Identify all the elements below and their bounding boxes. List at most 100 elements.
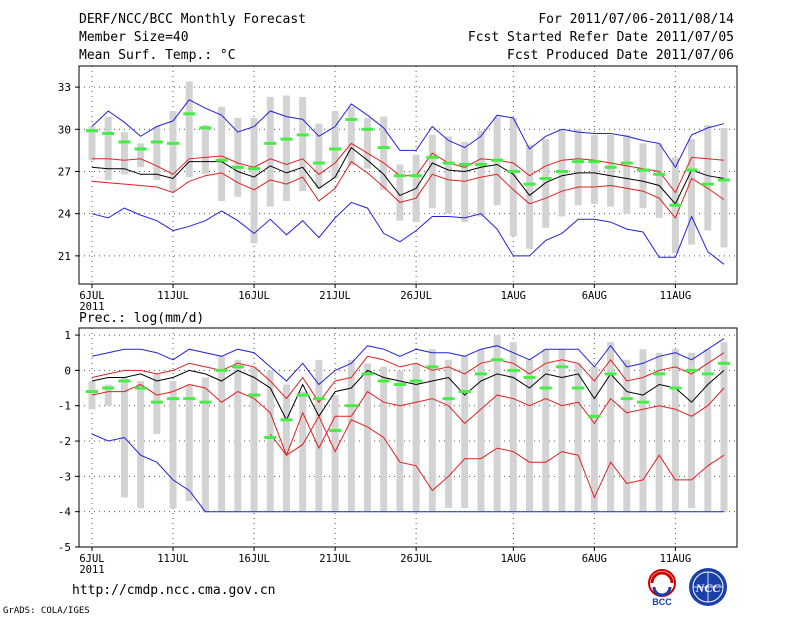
temp-median-mark [134,147,147,151]
temp-spread-bar [542,139,550,228]
prec-median-mark [264,436,277,439]
temp-median-mark [572,160,585,164]
prec-y-tick-label: -1 [58,400,71,413]
prec-median-mark [685,368,698,372]
temp-median-mark [377,146,390,150]
temp-median-mark [718,178,730,182]
temp-line-mean [91,146,725,205]
prec-median-mark [701,372,714,376]
prec-spread-bar [282,384,290,512]
temp-median-mark [653,172,666,176]
prec-median-mark [718,361,730,365]
temp-panel-title: Mean Surf. Temp.: °C [79,48,236,63]
prec-y-tick-label: 1 [64,329,71,342]
prec-spread-bar [526,359,534,512]
forecast-period-label: For 2011/07/06-2011/08/14 [538,12,734,27]
temp-plot-frame [78,65,738,285]
prec-median-mark [248,393,261,397]
temp-spread-bar [169,111,177,192]
temp-median-mark [264,141,277,145]
temp-x-tick-label: 11AUG [660,290,692,302]
temp-y-tick-label: 27 [58,165,71,178]
prec-spread-bar [201,377,209,512]
prec-spread-bar [234,359,242,512]
prec-spread-bar [558,349,566,512]
prec-median-mark [167,397,180,401]
temp-median-mark [410,174,423,178]
prec-x-tick-label: 11AUG [660,553,692,565]
temp-median-mark [458,162,471,166]
prec-median-mark [329,428,342,432]
prec-median-mark [653,372,666,376]
prec-median-mark [231,365,244,369]
prec-y-tick-label: -2 [58,435,71,448]
prec-median-mark [410,379,423,383]
prec-median-mark [474,372,487,376]
prec-line-upper [91,338,725,386]
temp-y-tick-label: 21 [58,250,71,263]
prec-spread-bar [445,359,453,509]
temp-median-mark [86,129,98,133]
temp-median-mark [102,132,115,136]
temp-spread-bar [201,125,209,175]
prec-median-mark [296,393,309,397]
prec-spread-bar [477,349,485,512]
temp-spread-bar [396,164,404,221]
prec-spread-bar [542,349,550,512]
prec-spread-bar [137,380,145,509]
prec-x-tick-label: 11JUL [157,553,189,565]
bcc-logo-text: BCC [652,597,672,607]
prec-spread-bar [607,342,615,512]
temp-median-mark [183,112,196,116]
prec-median-mark [588,414,601,418]
temp-spread-bar [120,132,128,175]
temp-x-tick-label: 16JUL [238,290,270,302]
prec-spread-bar [671,349,679,512]
prec-line-lowest-inner [269,415,725,499]
temp-spread-bar [445,136,453,214]
prec-median-mark [604,372,617,376]
bcc-logo-icon: BCC [648,569,676,607]
prec-spread-bar [169,380,177,509]
prec-y-tick-label: -5 [58,541,71,554]
temp-x-tick-label: 21JUL [319,290,351,302]
prec-spread-bar [704,349,712,512]
temp-spread-bar [720,127,728,248]
temp-median-mark [636,168,649,172]
temp-median-mark [150,140,163,144]
temp-median-mark [329,147,342,151]
temp-x-tick-label: 6AUG [582,290,607,302]
prec-spread-bar [574,363,582,512]
source-url[interactable]: http://cmdp.ncc.cma.gov.cn [72,583,276,598]
prec-panel-title: Prec.: log(mm/d) [79,311,205,326]
temp-median-mark [361,127,374,131]
temp-median-mark [588,160,601,164]
temp-median-mark [523,182,536,186]
temp-spread-bar [299,96,307,192]
prec-median-mark [361,372,374,376]
forecast-start-date-label: Fcst Started Refer Date 2011/07/05 [467,30,734,45]
prec-median-mark [280,418,293,422]
forecast-produced-date-label: Fcst Produced Date 2011/07/06 [507,48,734,63]
temp-line-upper-inner [92,142,725,194]
prec-median-mark [183,397,196,401]
temp-median-mark [345,117,358,121]
temp-spread-bar [282,95,290,202]
temp-median-mark [491,158,504,162]
prec-median-mark [442,397,455,401]
temp-median-mark [507,169,520,173]
prec-spread-bar [688,352,696,509]
temp-median-mark [442,161,455,165]
temp-median-mark [701,182,714,186]
prec-median-mark [150,400,163,404]
ncc-logo-text: NCC [695,581,722,595]
prec-median-mark [620,397,633,401]
prec-median-mark [134,386,147,390]
temp-spread-bar [655,143,663,218]
prec-line-mean [91,369,725,421]
prec-spread-bar [461,356,469,509]
temp-median-mark [296,133,309,137]
prec-median-mark [377,379,390,383]
temp-spread-bar [88,126,96,161]
prec-spread-bar [331,395,339,512]
